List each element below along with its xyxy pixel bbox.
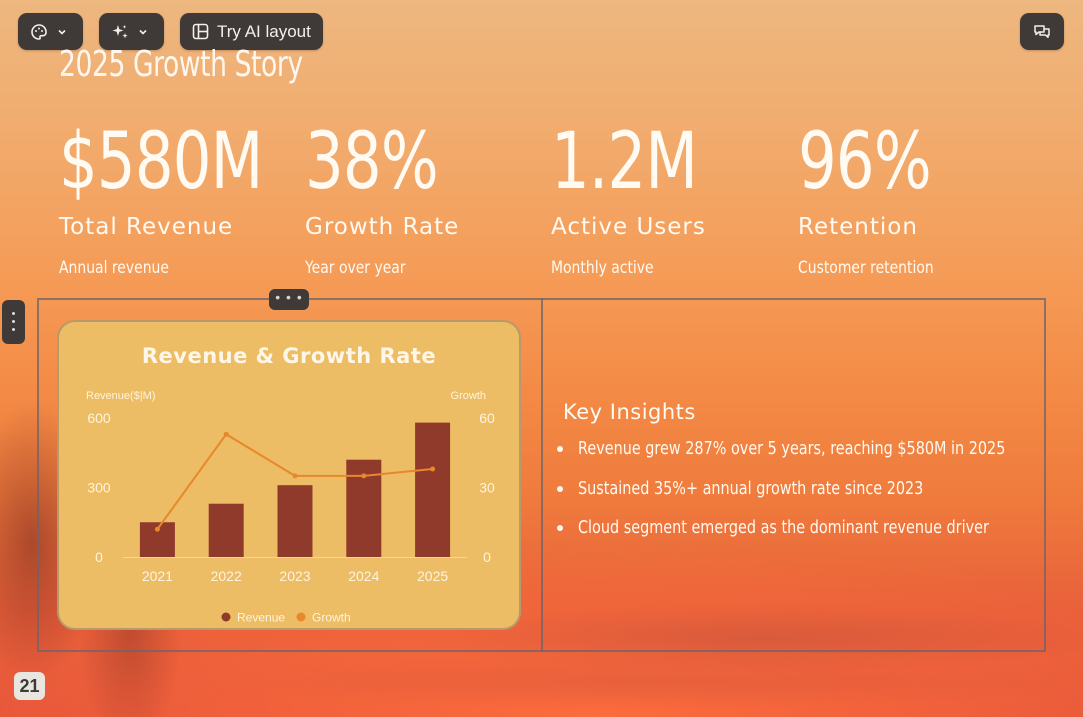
x-tick-label: 2021 xyxy=(142,568,173,584)
try-ai-layout-label: Try AI layout xyxy=(217,21,311,41)
key-insights[interactable]: Key Insights Revenue grew 287% over 5 ye… xyxy=(557,400,1033,557)
y2-axis-title: Growth xyxy=(451,390,486,402)
bar-2025 xyxy=(415,422,451,557)
theme-button[interactable] xyxy=(18,13,83,50)
stat-subtext: Monthly active xyxy=(551,258,654,278)
y2-tick-label: 0 xyxy=(483,549,491,565)
y-tick-label: 300 xyxy=(87,480,111,496)
column-divider[interactable] xyxy=(541,298,543,652)
list-item: Sustained 35%+ annual growth rate since … xyxy=(557,478,1033,518)
palette-icon xyxy=(30,23,48,41)
legend-growth-label: Growth xyxy=(312,611,351,625)
x-tick-label: 2022 xyxy=(211,568,242,584)
growth-point-2022 xyxy=(223,431,229,437)
chevron-down-icon xyxy=(56,26,68,38)
y-axis-title: Revenue($|M) xyxy=(86,390,156,402)
page-number-badge[interactable]: 21 xyxy=(14,672,45,700)
stat-value: $580M xyxy=(59,117,263,207)
x-tick-label: 2025 xyxy=(417,568,448,584)
chevron-down-icon xyxy=(137,26,149,38)
stat-retention[interactable]: 96% Retention Customer retention xyxy=(798,120,1038,278)
y2-tick-label: 30 xyxy=(479,480,495,496)
legend-growth-marker xyxy=(296,612,306,622)
bar-2022 xyxy=(208,503,244,557)
x-tick-label: 2024 xyxy=(348,568,379,584)
legend-revenue-label: Revenue xyxy=(237,611,285,625)
revenue-growth-chart: Revenue($|M) Growth 0 300 600 0 30 60 2021 2022 20… xyxy=(86,390,495,625)
legend-revenue-marker xyxy=(221,612,231,622)
stat-label: Total Revenue xyxy=(59,214,234,240)
sparkles-icon xyxy=(111,23,129,41)
stat-label: Active Users xyxy=(551,214,706,240)
ai-menu-button[interactable] xyxy=(99,13,164,50)
growth-point-2024 xyxy=(361,473,367,479)
stat-label: Retention xyxy=(798,214,918,240)
try-ai-layout-button[interactable]: Try AI layout xyxy=(180,13,323,50)
list-item: Revenue grew 287% over 5 years, reaching… xyxy=(557,438,1033,478)
chart-card[interactable]: Revenue & Growth Rate Revenue($|M) Growth… xyxy=(57,320,521,630)
x-tick-label: 2023 xyxy=(279,568,310,584)
growth-point-2025 xyxy=(430,466,436,472)
stat-subtext: Customer retention xyxy=(798,258,934,278)
stat-growth-rate[interactable]: 38% Growth Rate Year over year xyxy=(305,120,545,278)
stat-value: 38% xyxy=(305,117,439,207)
y-tick-label: 600 xyxy=(87,410,111,426)
row-drag-handle[interactable] xyxy=(2,300,25,344)
growth-point-2021 xyxy=(154,526,160,532)
stat-value: 1.2M xyxy=(551,117,698,207)
column-drag-handle[interactable]: • • • xyxy=(269,289,309,310)
stat-label: Growth Rate xyxy=(305,214,460,240)
insights-list: Revenue grew 287% over 5 years, reaching… xyxy=(557,438,1033,557)
stat-subtext: Year over year xyxy=(305,258,406,278)
growth-point-2023 xyxy=(292,473,298,479)
insights-heading: Key Insights xyxy=(563,400,696,424)
bar-2023 xyxy=(277,485,313,557)
chart-title: Revenue & Growth Rate xyxy=(141,344,437,368)
stat-total-revenue[interactable]: $580M Total Revenue Annual revenue xyxy=(59,120,299,278)
stat-subtext: Annual revenue xyxy=(59,258,169,278)
slide-title[interactable]: 2025 Growth Story xyxy=(59,44,303,85)
comments-button[interactable] xyxy=(1020,13,1064,50)
stat-value: 96% xyxy=(798,117,932,207)
list-item: Cloud segment emerged as the dominant re… xyxy=(557,517,1033,557)
layout-icon xyxy=(192,23,209,40)
y-tick-label: 0 xyxy=(95,549,103,565)
y2-tick-label: 60 xyxy=(479,410,495,426)
stat-active-users[interactable]: 1.2M Active Users Monthly active xyxy=(551,120,791,278)
chat-bubbles-icon xyxy=(1033,23,1051,41)
